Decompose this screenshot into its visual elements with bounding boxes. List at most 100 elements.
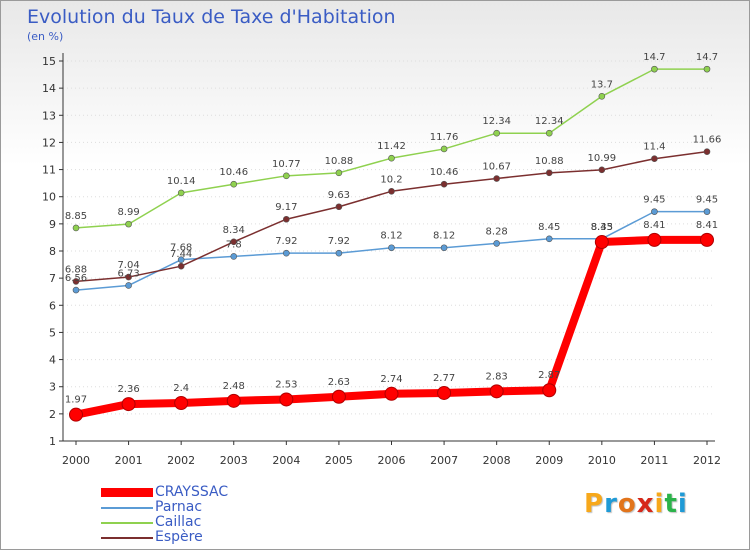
data-label: 8.99 xyxy=(117,207,139,218)
y-tick-label: 5 xyxy=(49,326,56,339)
data-label: 10.77 xyxy=(272,159,301,170)
x-tick-label: 2005 xyxy=(325,454,353,467)
data-point xyxy=(72,224,80,232)
data-point xyxy=(230,253,238,260)
data-point xyxy=(440,180,448,188)
data-label: 9.45 xyxy=(643,195,665,206)
data-point xyxy=(651,208,658,215)
data-point xyxy=(440,244,448,252)
y-tick-label: 7 xyxy=(49,272,56,285)
proxiti-logo: Proxiti xyxy=(584,489,688,519)
y-tick-label: 4 xyxy=(49,354,56,367)
data-point xyxy=(125,273,132,281)
data-label: 2.63 xyxy=(328,377,350,388)
data-point xyxy=(437,385,452,400)
data-point xyxy=(598,166,606,174)
y-tick-label: 3 xyxy=(49,381,56,394)
data-point xyxy=(703,65,711,73)
y-tick-label: 9 xyxy=(49,218,56,231)
data-label: 11.76 xyxy=(430,132,459,143)
data-label: 10.99 xyxy=(588,153,617,164)
legend-swatch xyxy=(101,500,153,515)
data-label: 8.33 xyxy=(591,222,613,233)
data-point xyxy=(545,235,553,243)
data-label: 7.04 xyxy=(117,260,139,271)
chart-title: Evolution du Taux de Taxe d'Habitation xyxy=(27,6,396,28)
data-point xyxy=(388,187,395,195)
data-label: 8.85 xyxy=(65,211,87,222)
data-point xyxy=(440,145,448,153)
x-tick-label: 2012 xyxy=(693,454,721,467)
data-point xyxy=(647,232,662,247)
data-point xyxy=(703,148,711,155)
data-point xyxy=(651,155,658,163)
data-point xyxy=(335,169,343,177)
data-point xyxy=(174,396,189,410)
data-point xyxy=(177,256,185,263)
legend-label: Parnac xyxy=(155,499,203,515)
data-label: 8.45 xyxy=(538,222,560,233)
grid-lines xyxy=(63,60,715,442)
legend-swatch xyxy=(101,515,153,530)
y-tick-label: 2 xyxy=(49,408,56,421)
data-label: 2.83 xyxy=(486,371,508,382)
data-point xyxy=(283,249,290,257)
data-point xyxy=(72,286,80,294)
y-tick-label: 14 xyxy=(42,82,56,95)
x-tick-label: 2009 xyxy=(535,454,563,467)
data-label: 9.45 xyxy=(696,195,718,206)
data-label: 8.28 xyxy=(486,226,508,237)
data-point xyxy=(335,249,343,257)
data-label: 14.7 xyxy=(643,52,665,63)
data-label: 2.53 xyxy=(275,379,297,390)
data-label: 9.17 xyxy=(275,202,297,213)
y-tick-label: 13 xyxy=(42,109,56,122)
data-label: 8.45 xyxy=(591,222,613,233)
series-line-espère xyxy=(75,150,708,283)
data-label: 7.68 xyxy=(170,243,192,254)
y-tick-label: 1 xyxy=(49,435,56,448)
data-label: 2.74 xyxy=(380,374,402,385)
data-label: 10.88 xyxy=(535,156,564,167)
legend-swatch xyxy=(101,530,153,545)
data-point xyxy=(177,189,185,197)
data-point xyxy=(493,129,500,137)
data-point xyxy=(121,397,136,412)
data-point xyxy=(72,278,80,285)
data-point xyxy=(283,172,290,180)
data-point xyxy=(384,386,399,401)
data-point xyxy=(703,208,711,215)
data-label: 7.92 xyxy=(275,236,297,247)
data-label: 9.63 xyxy=(328,190,350,201)
y-tick-label: 12 xyxy=(42,136,56,149)
data-point xyxy=(542,383,557,398)
data-label: 2.87 xyxy=(538,370,560,381)
data-label: 6.73 xyxy=(117,268,139,279)
x-tick-label: 2002 xyxy=(167,454,195,467)
data-point xyxy=(335,203,343,211)
legend-label: Caillac xyxy=(155,514,202,530)
legend-label: Espère xyxy=(155,529,203,545)
y-tick-label: 8 xyxy=(49,245,56,258)
data-label: 11.42 xyxy=(377,141,406,152)
data-label: 10.88 xyxy=(325,156,354,167)
data-point xyxy=(230,238,238,246)
data-label: 10.67 xyxy=(482,162,511,173)
data-label: 8.34 xyxy=(223,225,245,236)
x-tick-label: 2007 xyxy=(430,454,458,467)
x-tick-label: 2008 xyxy=(483,454,511,467)
data-label: 1.97 xyxy=(65,395,87,406)
data-label: 6.88 xyxy=(65,264,87,275)
x-tick-label: 2006 xyxy=(378,454,406,467)
data-label: 12.34 xyxy=(482,116,511,127)
data-label: 2.36 xyxy=(117,384,139,395)
data-point xyxy=(283,215,290,223)
x-tick-label: 2000 xyxy=(62,454,90,467)
y-tick-label: 6 xyxy=(49,299,56,312)
legend-label: CRAYSSAC xyxy=(155,484,229,500)
data-point xyxy=(230,180,238,188)
legend-swatch xyxy=(101,485,153,500)
data-point xyxy=(489,384,504,399)
